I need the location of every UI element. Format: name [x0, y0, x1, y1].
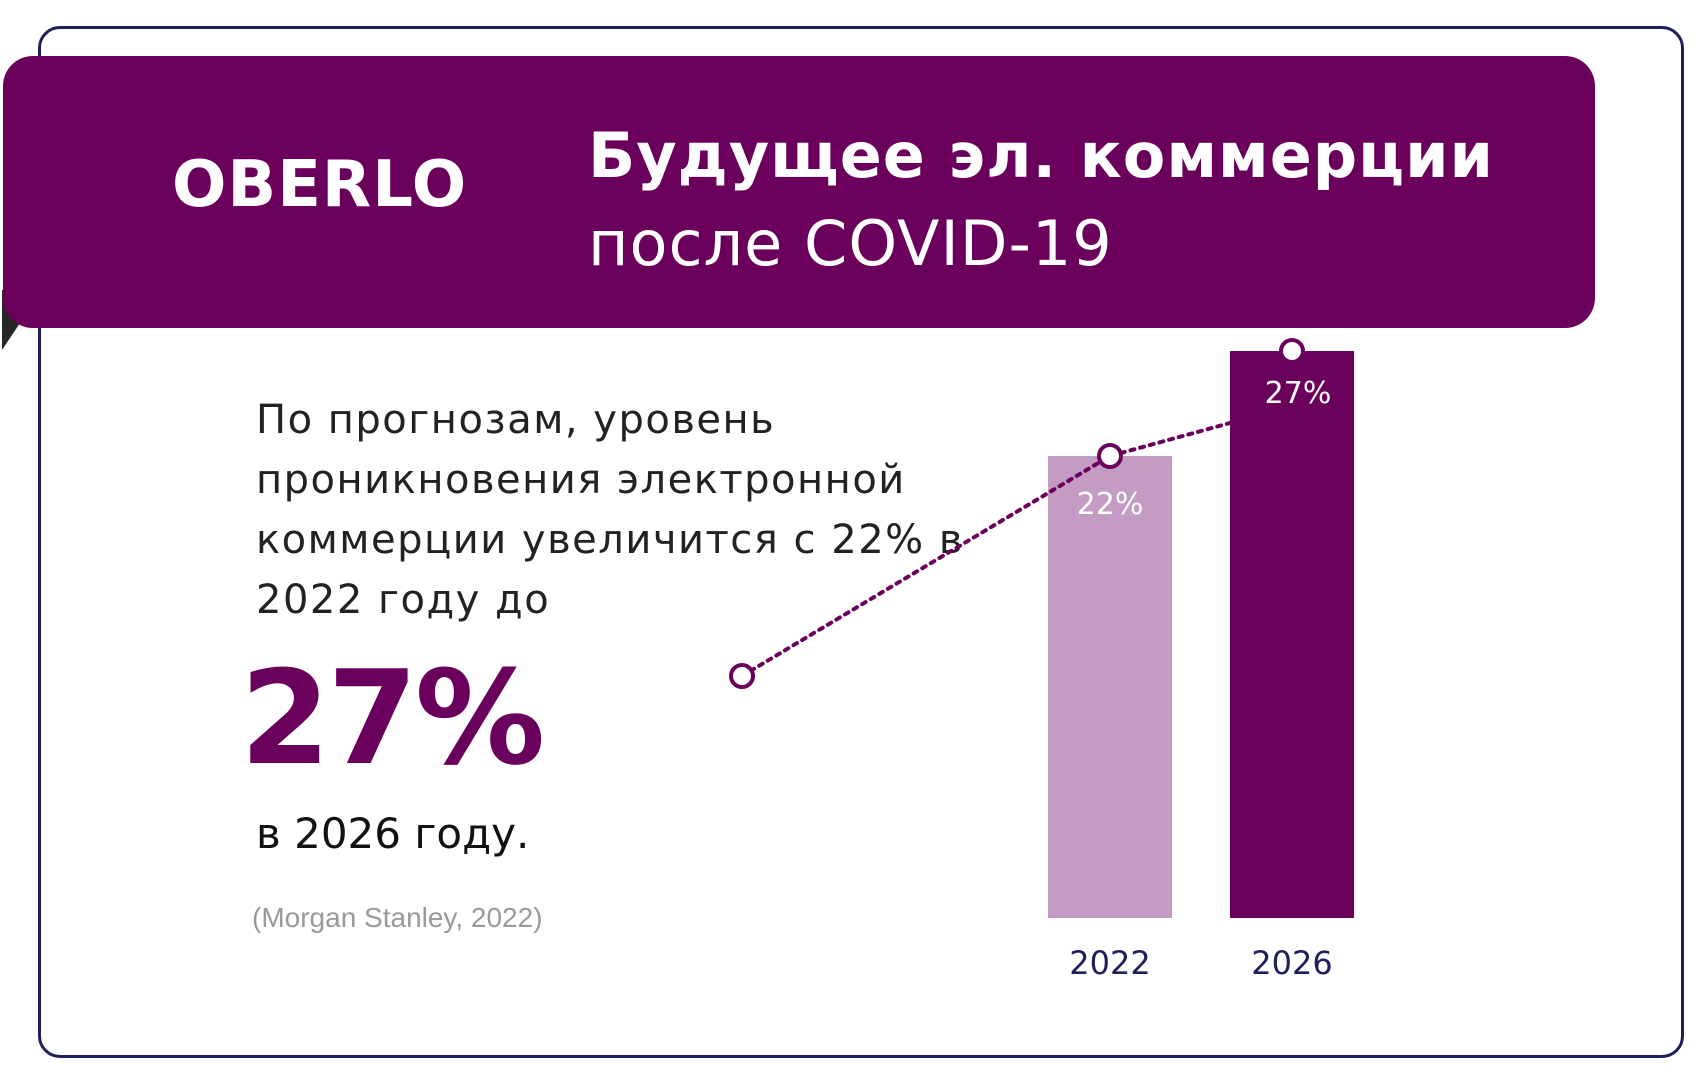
- highlight-year-text: в 2026 году.: [256, 809, 530, 858]
- title-line-1: Будущее эл. коммерции: [588, 119, 1494, 192]
- oberlo-logo: OBERLO: [172, 148, 468, 222]
- title-line-2: после COVID-19: [588, 207, 1113, 280]
- source-citation: (Morgan Stanley, 2022): [252, 902, 543, 933]
- page-title: Будущее эл. коммерции после COVID-19: [588, 112, 1494, 288]
- header-banner: [3, 56, 1595, 328]
- highlight-value: 27%: [240, 642, 545, 794]
- forecast-description: По прогнозам, уровень проникновения элек…: [256, 397, 964, 623]
